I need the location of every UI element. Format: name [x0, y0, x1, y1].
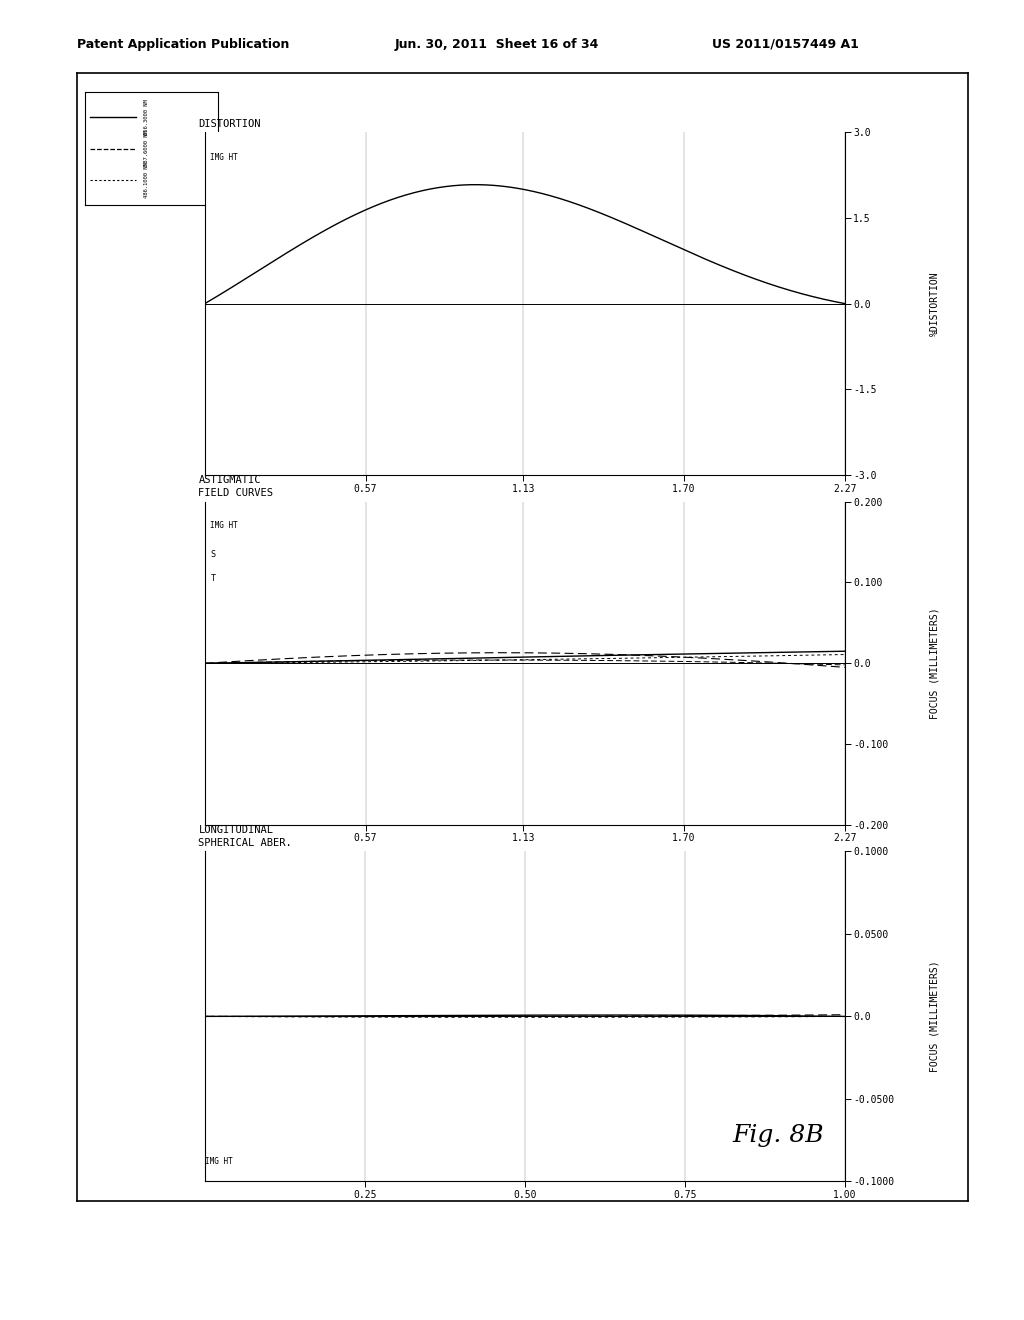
Text: Fig. 8B: Fig. 8B: [732, 1123, 823, 1147]
Text: S: S: [211, 550, 215, 560]
Text: %DISTORTION: %DISTORTION: [930, 272, 939, 335]
Text: DISTORTION: DISTORTION: [199, 119, 261, 128]
Text: ASTIGMATIC
FIELD CURVES: ASTIGMATIC FIELD CURVES: [199, 475, 273, 499]
Text: IMG HT: IMG HT: [211, 521, 239, 531]
Text: Patent Application Publication: Patent Application Publication: [77, 37, 289, 50]
Text: Jun. 30, 2011  Sheet 16 of 34: Jun. 30, 2011 Sheet 16 of 34: [394, 37, 599, 50]
Text: IMG HT: IMG HT: [205, 1156, 232, 1166]
Text: 587.6000 NM: 587.6000 NM: [143, 131, 148, 166]
Text: 656.3000 NM: 656.3000 NM: [143, 99, 148, 135]
Text: 486.1000 NM: 486.1000 NM: [143, 162, 148, 198]
Text: IMG HT: IMG HT: [211, 153, 239, 161]
Text: T: T: [211, 574, 215, 583]
Text: US 2011/0157449 A1: US 2011/0157449 A1: [712, 37, 858, 50]
Text: FOCUS (MILLIMETERS): FOCUS (MILLIMETERS): [930, 961, 939, 1072]
Text: LONGITUDINAL
SPHERICAL ABER.: LONGITUDINAL SPHERICAL ABER.: [199, 825, 292, 849]
Text: FOCUS (MILLIMETERS): FOCUS (MILLIMETERS): [930, 607, 939, 719]
